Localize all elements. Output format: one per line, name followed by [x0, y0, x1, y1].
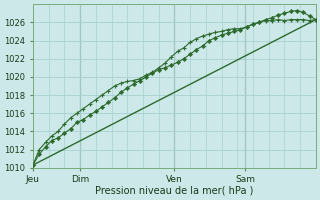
X-axis label: Pression niveau de la mer( hPa ): Pression niveau de la mer( hPa ) — [95, 186, 253, 196]
